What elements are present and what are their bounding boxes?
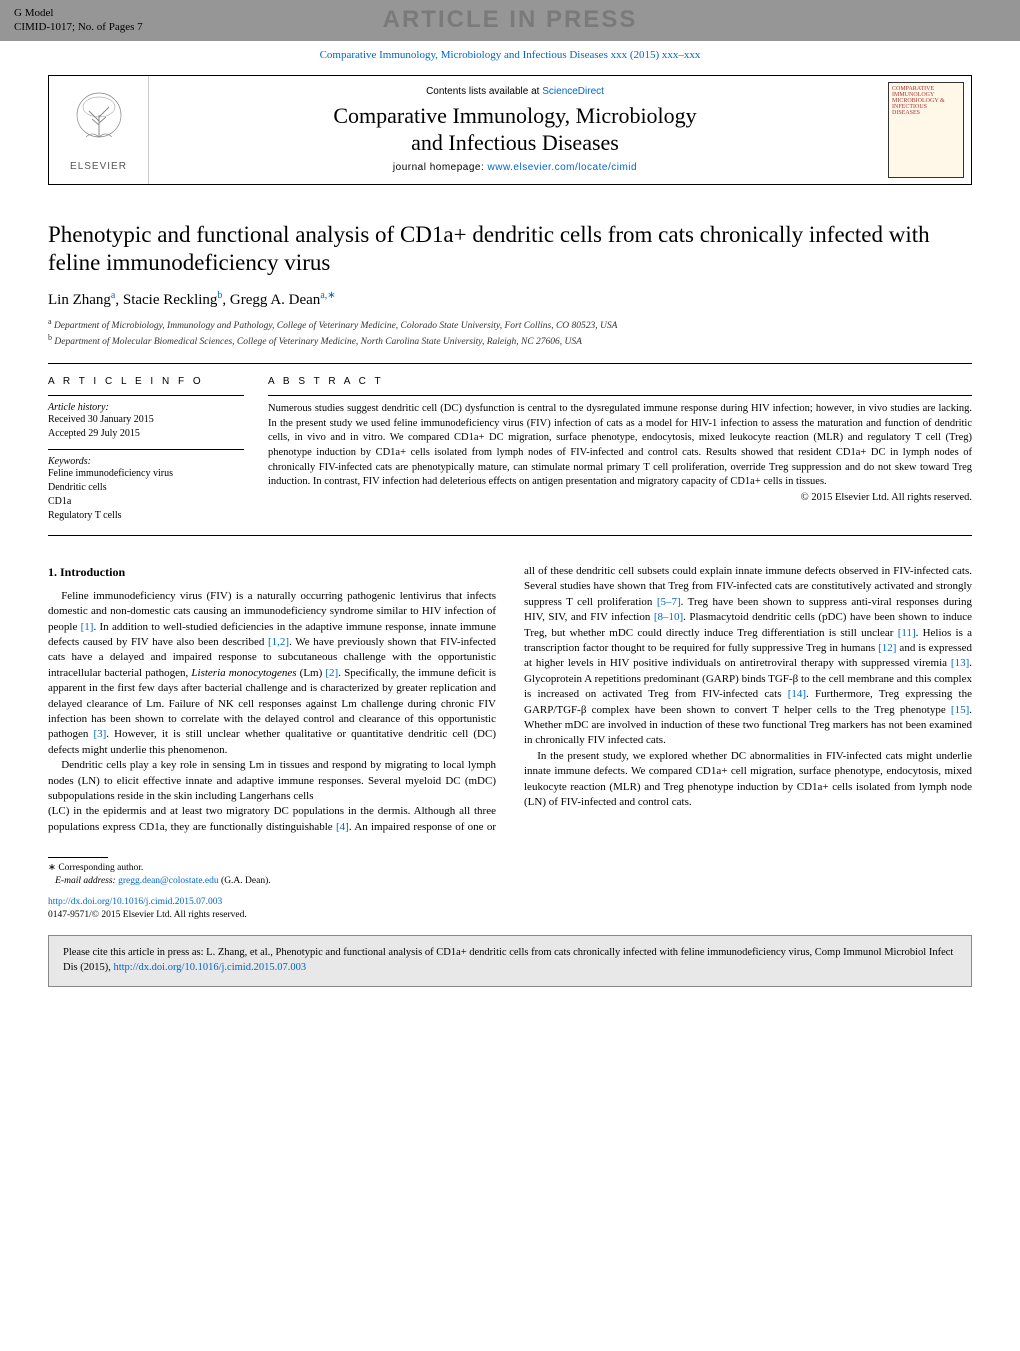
section-heading: 1. Introduction	[48, 564, 496, 581]
ref-link[interactable]: [15]	[951, 704, 969, 716]
keyword: Dendritic cells	[48, 481, 244, 495]
body-italic: Listeria monocytogenes	[191, 667, 296, 679]
affiliation: a Department of Microbiology, Immunology…	[48, 317, 972, 333]
keywords-heading: Keywords:	[48, 456, 244, 467]
journal-cover: COMPARATIVE IMMUNOLOGY MICROBIOLOGY & IN…	[881, 76, 971, 184]
abstract: A B S T R A C T Numerous studies suggest…	[268, 376, 972, 523]
ref-link[interactable]: [4]	[336, 821, 349, 833]
author: Gregg A. Dean	[230, 292, 320, 308]
journal-center: Contents lists available at ScienceDirec…	[149, 76, 881, 184]
author-sup: b	[217, 290, 222, 301]
corresponding-author: ∗ Corresponding author.	[48, 862, 507, 875]
abstract-heading: A B S T R A C T	[268, 376, 972, 387]
affiliation: b Department of Molecular Biomedical Sci…	[48, 333, 972, 349]
ref-link[interactable]: [3]	[93, 728, 106, 740]
top-bar: G Model CIMID-1017; No. of Pages 7 ARTIC…	[0, 0, 1020, 41]
keyword: Regulatory T cells	[48, 509, 244, 523]
ref-link[interactable]: [12]	[878, 642, 896, 654]
divider	[268, 395, 972, 396]
author-sup: a,∗	[320, 290, 335, 301]
cover-line: DISEASES	[892, 110, 960, 116]
homepage-link[interactable]: www.elsevier.com/locate/cimid	[488, 162, 638, 173]
paragraph: Feline immunodeficiency virus (FIV) is a…	[48, 589, 496, 758]
issn-copyright: 0147-9571/© 2015 Elsevier Ltd. All right…	[48, 909, 972, 922]
info-abstract-row: A R T I C L E I N F O Article history: R…	[48, 364, 972, 535]
keyword: Feline immunodeficiency virus	[48, 467, 244, 481]
model-ref: CIMID-1017; No. of Pages 7	[14, 20, 1006, 34]
affiliations: a Department of Microbiology, Immunology…	[48, 317, 972, 349]
email-label: E-mail address:	[55, 876, 118, 886]
ref-link[interactable]: [1,2]	[268, 636, 289, 648]
paragraph: In the present study, we explored whethe…	[524, 749, 972, 811]
history-heading: Article history:	[48, 402, 244, 413]
article-title: Phenotypic and functional analysis of CD…	[48, 221, 972, 279]
journal-title-line1: Comparative Immunology, Microbiology	[333, 103, 696, 128]
authors: Lin Zhanga, Stacie Recklingb, Gregg A. D…	[48, 290, 972, 309]
ref-link[interactable]: [8–10]	[654, 611, 683, 623]
aff-text: Department of Molecular Biomedical Scien…	[52, 337, 582, 347]
aff-text: Department of Microbiology, Immunology a…	[52, 321, 618, 331]
journal-header: ELSEVIER Contents lists available at Sci…	[48, 75, 972, 185]
doi-link[interactable]: http://dx.doi.org/10.1016/j.cimid.2015.0…	[48, 897, 222, 907]
author: Lin Zhang	[48, 292, 111, 308]
author-sup: a	[111, 290, 115, 301]
elsevier-logo: ELSEVIER	[49, 76, 149, 184]
ref-link[interactable]: [11]	[898, 627, 916, 639]
homepage-prefix: journal homepage:	[393, 162, 488, 173]
journal-cover-thumbnail: COMPARATIVE IMMUNOLOGY MICROBIOLOGY & IN…	[888, 82, 964, 178]
ref-link[interactable]: [14]	[788, 688, 806, 700]
g-model-label: G Model	[14, 6, 1006, 20]
top-bar-left: G Model CIMID-1017; No. of Pages 7	[14, 6, 1006, 35]
footnotes: ∗ Corresponding author. E-mail address: …	[48, 857, 507, 888]
article-info: A R T I C L E I N F O Article history: R…	[48, 376, 268, 523]
footnote-text: Corresponding author.	[56, 863, 143, 873]
email-tail: (G.A. Dean).	[219, 876, 271, 886]
body-columns: 1. Introduction Feline immunodeficiency …	[48, 564, 972, 835]
journal-homepage: journal homepage: www.elsevier.com/locat…	[161, 162, 869, 173]
divider	[48, 395, 244, 396]
paragraph: Dendritic cells play a key role in sensi…	[48, 758, 496, 804]
ref-link[interactable]: [1]	[81, 621, 94, 633]
accepted-line: Accepted 29 July 2015	[48, 427, 244, 441]
article-info-heading: A R T I C L E I N F O	[48, 376, 244, 387]
body-text: . However, it is still unclear whether q…	[48, 728, 496, 755]
ref-link[interactable]: [5–7]	[657, 596, 681, 608]
elsevier-label: ELSEVIER	[70, 161, 127, 172]
email-line: E-mail address: gregg.dean@colostate.edu…	[48, 875, 507, 888]
cite-box: Please cite this article in press as: L.…	[48, 935, 972, 986]
contents-prefix: Contents lists available at	[426, 86, 542, 97]
author: Stacie Reckling	[123, 292, 218, 308]
body-text: (Lm)	[297, 667, 326, 679]
doi-block: http://dx.doi.org/10.1016/j.cimid.2015.0…	[48, 896, 972, 922]
star-icon: ∗	[48, 863, 56, 873]
citation-line: Comparative Immunology, Microbiology and…	[0, 41, 1020, 75]
received-line: Received 30 January 2015	[48, 413, 244, 427]
ref-link[interactable]: [13]	[951, 657, 969, 669]
sciencedirect-link[interactable]: ScienceDirect	[542, 86, 604, 97]
journal-title: Comparative Immunology, Microbiology and…	[161, 103, 869, 156]
divider	[48, 449, 244, 450]
ref-link[interactable]: [2]	[325, 667, 338, 679]
divider	[48, 535, 972, 536]
keyword: CD1a	[48, 495, 244, 509]
journal-title-line2: and Infectious Diseases	[411, 130, 619, 155]
abstract-text: Numerous studies suggest dendritic cell …	[268, 402, 972, 490]
abstract-copyright: © 2015 Elsevier Ltd. All rights reserved…	[268, 492, 972, 503]
contents-line: Contents lists available at ScienceDirec…	[161, 86, 869, 97]
elsevier-tree-icon	[64, 87, 134, 157]
footnote-rule	[48, 857, 108, 858]
email-link[interactable]: gregg.dean@colostate.edu	[118, 876, 219, 886]
cite-doi-link[interactable]: http://dx.doi.org/10.1016/j.cimid.2015.0…	[113, 962, 306, 973]
